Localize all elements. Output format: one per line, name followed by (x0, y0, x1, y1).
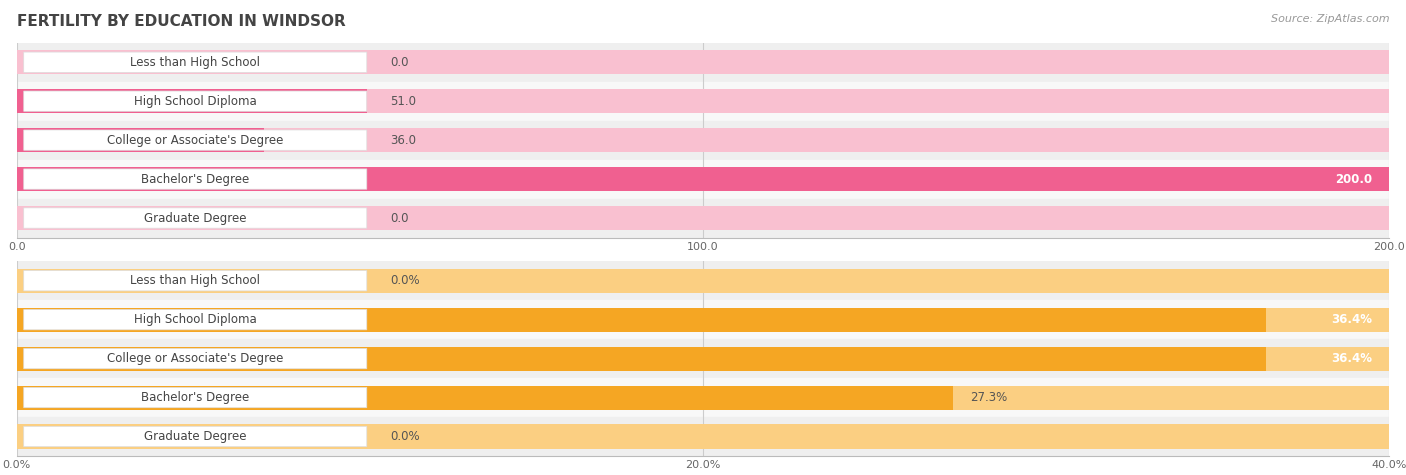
FancyBboxPatch shape (24, 388, 367, 408)
Text: 0.0: 0.0 (389, 211, 409, 225)
Text: High School Diploma: High School Diploma (134, 313, 257, 326)
Bar (17, 89, 1389, 113)
FancyBboxPatch shape (24, 130, 367, 150)
Bar (17, 89, 367, 113)
FancyBboxPatch shape (24, 91, 367, 111)
Text: Graduate Degree: Graduate Degree (143, 211, 246, 225)
Text: College or Associate's Degree: College or Associate's Degree (107, 133, 284, 147)
Text: 51.0: 51.0 (389, 95, 416, 108)
Text: 36.0: 36.0 (389, 133, 416, 147)
Text: 0.0%: 0.0% (389, 274, 420, 287)
Bar (17, 167, 1389, 191)
Bar (17, 300, 1389, 339)
Text: FERTILITY BY EDUCATION IN WINDSOR: FERTILITY BY EDUCATION IN WINDSOR (17, 14, 346, 29)
Bar (17, 425, 1389, 448)
Text: 36.4%: 36.4% (1331, 313, 1372, 326)
Bar (17, 121, 1389, 160)
Bar (17, 43, 1389, 82)
Bar (17, 386, 953, 409)
Bar (17, 128, 1389, 152)
Bar (17, 206, 1389, 230)
Bar (17, 347, 1389, 370)
Text: Graduate Degree: Graduate Degree (143, 430, 246, 443)
Text: 36.4%: 36.4% (1331, 352, 1372, 365)
Bar (17, 128, 264, 152)
FancyBboxPatch shape (24, 208, 367, 228)
Text: Less than High School: Less than High School (131, 274, 260, 287)
Bar (17, 386, 1389, 409)
Text: 200.0: 200.0 (1336, 172, 1372, 186)
Bar (17, 308, 1265, 332)
FancyBboxPatch shape (24, 169, 367, 189)
Text: 0.0: 0.0 (389, 56, 409, 69)
Bar (17, 417, 1389, 456)
Bar (17, 82, 1389, 121)
FancyBboxPatch shape (24, 349, 367, 369)
Text: Bachelor's Degree: Bachelor's Degree (141, 172, 249, 186)
Bar (17, 199, 1389, 238)
FancyBboxPatch shape (24, 52, 367, 72)
Bar (17, 347, 1265, 370)
Text: 27.3%: 27.3% (970, 391, 1007, 404)
Bar (17, 50, 1389, 74)
Bar (17, 378, 1389, 417)
Text: 0.0%: 0.0% (389, 430, 420, 443)
Bar (17, 339, 1389, 378)
Text: Source: ZipAtlas.com: Source: ZipAtlas.com (1271, 14, 1389, 24)
Text: Less than High School: Less than High School (131, 56, 260, 69)
Text: High School Diploma: High School Diploma (134, 95, 257, 108)
FancyBboxPatch shape (24, 271, 367, 291)
FancyBboxPatch shape (24, 427, 367, 446)
Bar (17, 269, 1389, 293)
FancyBboxPatch shape (24, 310, 367, 330)
Bar (17, 261, 1389, 300)
Text: College or Associate's Degree: College or Associate's Degree (107, 352, 284, 365)
Text: Bachelor's Degree: Bachelor's Degree (141, 391, 249, 404)
Bar (17, 167, 1389, 191)
Bar (17, 160, 1389, 199)
Bar (17, 308, 1389, 332)
